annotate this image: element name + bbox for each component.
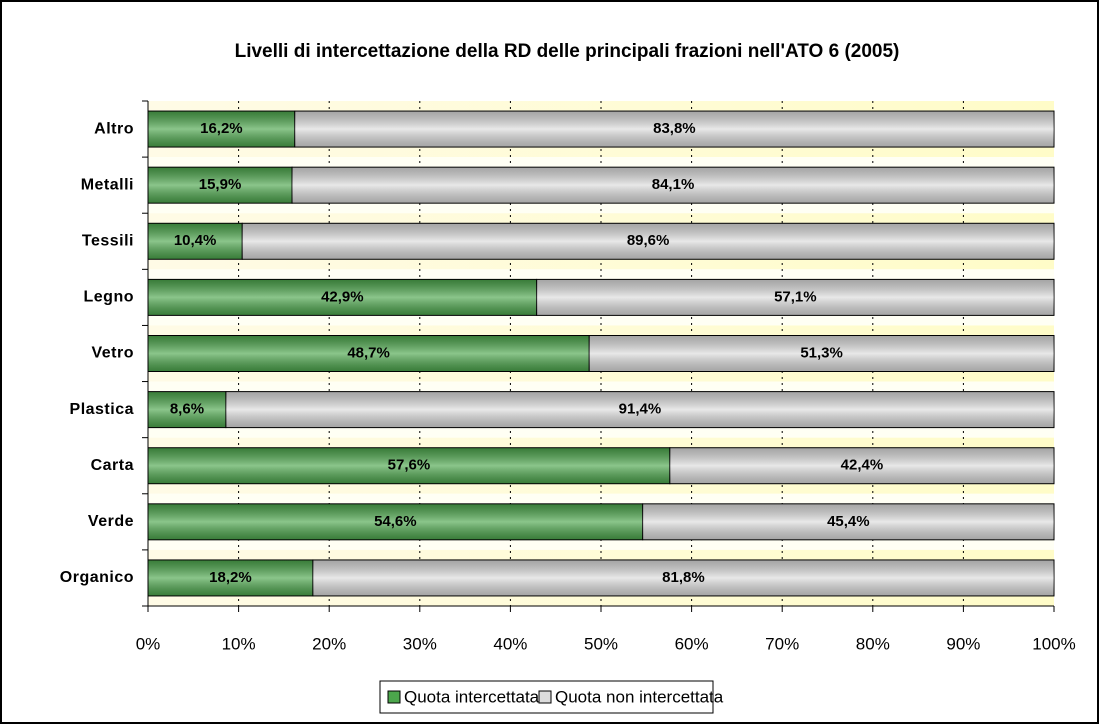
data-label: 45,4% — [827, 513, 870, 530]
x-tick-label: 50% — [584, 634, 618, 653]
legend-label: Quota non intercettata — [555, 687, 724, 706]
x-tick-label: 70% — [765, 634, 799, 653]
y-tick-label: Organico — [60, 569, 134, 586]
data-label: 10,4% — [174, 232, 217, 249]
data-label: 51,3% — [800, 344, 843, 361]
data-label: 8,6% — [170, 401, 204, 418]
data-label: 15,9% — [199, 176, 242, 193]
chart-title: Livelli di intercettazione della RD dell… — [235, 41, 900, 62]
y-tick-label: Altro — [94, 120, 134, 137]
y-tick-label: Carta — [91, 457, 134, 474]
legend-swatch — [387, 690, 401, 704]
data-label: 57,6% — [388, 457, 431, 474]
y-tick-label: Tessili — [82, 232, 134, 249]
data-label: 91,4% — [619, 401, 662, 418]
x-tick-label: 100% — [1032, 634, 1075, 653]
y-tick-label: Plastica — [70, 401, 134, 418]
data-label: 81,8% — [662, 569, 705, 586]
data-label: 16,2% — [200, 120, 243, 137]
data-label: 89,6% — [627, 232, 670, 249]
data-label: 42,9% — [321, 288, 364, 305]
x-tick-label: 40% — [493, 634, 527, 653]
x-tick-label: 60% — [675, 634, 709, 653]
data-label: 48,7% — [347, 344, 390, 361]
x-tick-label: 90% — [946, 634, 980, 653]
x-tick-label: 0% — [136, 634, 161, 653]
data-label: 57,1% — [774, 288, 817, 305]
data-label: 54,6% — [374, 513, 417, 530]
y-tick-label: Vetro — [91, 345, 134, 362]
y-tick-label: Legno — [84, 289, 135, 306]
y-tick-label: Verde — [88, 513, 134, 530]
legend-swatch — [538, 690, 552, 704]
data-label: 42,4% — [841, 457, 884, 474]
y-tick-label: Metalli — [81, 176, 134, 193]
data-label: 18,2% — [209, 569, 252, 586]
data-label: 84,1% — [652, 176, 695, 193]
legend-label: Quota intercettata — [404, 687, 540, 706]
x-tick-label: 80% — [856, 634, 890, 653]
x-tick-label: 10% — [222, 634, 256, 653]
x-tick-label: 20% — [312, 634, 346, 653]
data-label: 83,8% — [653, 120, 696, 137]
x-tick-label: 30% — [403, 634, 437, 653]
